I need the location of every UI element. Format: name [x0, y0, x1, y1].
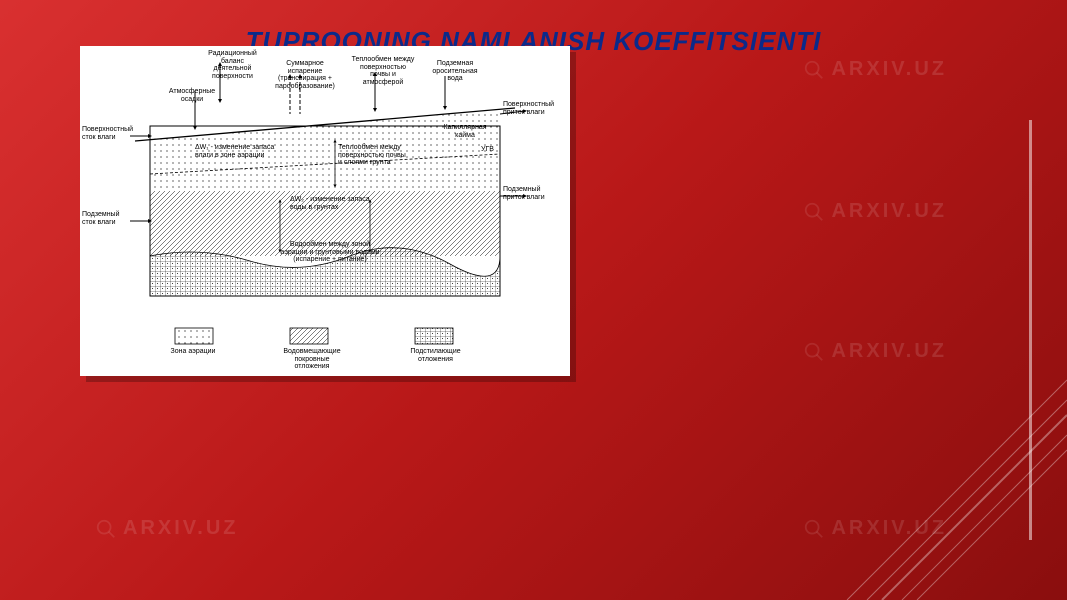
watermark: ARXIV.UZ: [803, 517, 947, 540]
label-heat-exchange: Теплообмен междуповерхностьюпочвы иатмос…: [348, 56, 418, 87]
watermark: ARXIV.UZ: [803, 58, 947, 81]
label-gw-outflow: Подземныйсток влаги: [82, 211, 148, 226]
label-dw1: ΔW₁ - изменение запасавлаги в зоне аэрац…: [195, 144, 295, 159]
label-sum-evap: Суммарноеиспарение(транспирация +парообр…: [270, 60, 340, 91]
search-icon: [803, 518, 825, 540]
search-icon: [803, 201, 825, 223]
search-icon: [803, 341, 825, 363]
search-icon: [95, 518, 117, 540]
watermark-text: ARXIV.UZ: [831, 340, 947, 363]
label-water-exchange: Водообмен между зонойаэрации и грунтовым…: [265, 241, 395, 264]
legend-aeration: Зона аэрации: [158, 348, 228, 356]
label-dw2: ΔW₂ - изменение запасаводы в грунтах: [290, 196, 390, 211]
watermark: ARXIV.UZ: [95, 517, 239, 540]
legend-bedrock: Подстилающиеотложения: [398, 348, 473, 363]
label-surface-runoff: Поверхностныйсток влаги: [82, 126, 148, 141]
watermark: ARXIV.UZ: [803, 200, 947, 223]
watermark-text: ARXIV.UZ: [831, 58, 947, 81]
side-divider: [1029, 120, 1032, 540]
label-gw-rise: Подземнаяоросительнаявода: [425, 60, 485, 83]
label-ugv: УГВ: [475, 146, 500, 154]
diagram-container: Радиационныйбалансдеятельнойповерхности …: [80, 46, 570, 376]
watermark: ARXIV.UZ: [803, 340, 947, 363]
slide: ARXIV.UZ ARXIV.UZ ARXIV.UZ ARXIV.UZ ARXI…: [0, 0, 1067, 600]
watermark-text: ARXIV.UZ: [123, 517, 239, 540]
label-capillary: Капиллярнаякайма: [440, 124, 490, 139]
watermark-text: ARXIV.UZ: [831, 517, 947, 540]
label-gw-inflow: Подземныйприток влаги: [503, 186, 568, 201]
search-icon: [803, 59, 825, 81]
label-surface-inflow: Поверхностныйприток влаги: [503, 101, 568, 116]
soil-moisture-diagram: Радиационныйбалансдеятельнойповерхности …: [80, 46, 570, 376]
label-atm-precip: Атмосферныеосадки: [162, 88, 222, 103]
watermark-text: ARXIV.UZ: [831, 200, 947, 223]
label-heat-soil: Теплообмен междуповерхностью почвыи слоя…: [338, 144, 428, 167]
label-rad-balance: Радиационныйбалансдеятельнойповерхности: [200, 50, 265, 81]
legend-aquifer: Водовмещающиепокровныеотложения: [272, 348, 352, 371]
